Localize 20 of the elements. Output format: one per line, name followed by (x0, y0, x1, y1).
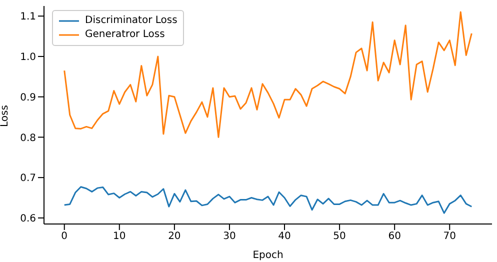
x-tick-label: 0 (61, 231, 68, 242)
y-axis-title: Loss (0, 105, 11, 127)
x-tick-label: 20 (168, 231, 181, 242)
y-tick-label: 0.8 (20, 132, 36, 144)
x-tick-label: 30 (223, 231, 236, 242)
y-tick-label: 0.7 (20, 173, 36, 184)
x-tick-label: 60 (388, 231, 401, 242)
y-tick-label: 0.9 (20, 92, 36, 104)
x-axis-title: Epoch (252, 250, 284, 261)
y-tick-label: 0.6 (20, 213, 36, 224)
x-tick-label: 40 (278, 231, 291, 242)
y-tick-label: 1.0 (20, 52, 36, 64)
line-series (64, 11, 472, 138)
legend-label: Discriminator Loss (85, 14, 178, 28)
legend-label: Generatror Loss (85, 28, 165, 42)
x-tick-label: 10 (113, 231, 126, 242)
x-tick-label: 50 (333, 231, 346, 242)
x-tick-label: 70 (443, 231, 456, 242)
line-series (64, 186, 472, 214)
y-tick-label: 1.1 (20, 12, 36, 23)
